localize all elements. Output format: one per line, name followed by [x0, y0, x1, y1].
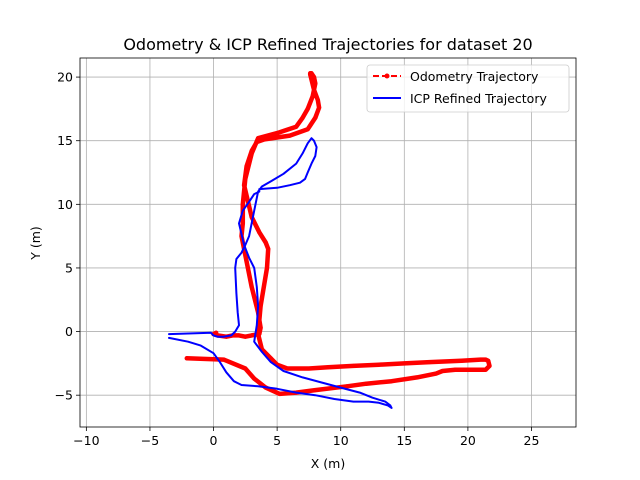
odometry-point: [214, 330, 219, 335]
odometry-point: [376, 362, 381, 367]
y-tick-label: 5: [65, 260, 73, 275]
odometry-point: [275, 131, 280, 136]
odometry-point: [440, 369, 445, 374]
chart-title: Odometry & ICP Refined Trajectories for …: [123, 35, 532, 54]
y-tick-label: 0: [65, 324, 73, 339]
odometry-point: [257, 230, 262, 235]
odometry-point: [389, 379, 394, 384]
odometry-point: [306, 366, 311, 371]
odometry-point: [254, 139, 259, 144]
odometry-point: [309, 71, 314, 76]
x-tick-label: 0: [210, 433, 218, 448]
odometry-point: [249, 285, 254, 290]
x-tick-label: 5: [273, 433, 281, 448]
odometry-point: [483, 367, 488, 372]
grid: [80, 58, 576, 427]
legend-box: [366, 64, 570, 113]
odometry-point: [313, 388, 318, 393]
odometry-point: [326, 365, 330, 370]
odometry-point: [309, 77, 314, 82]
x-tick-label: 10: [333, 433, 349, 448]
odometry-point: [312, 75, 317, 80]
odometry-point: [483, 357, 488, 362]
odometry-point: [312, 87, 317, 92]
odometry-point: [402, 361, 407, 366]
odometry-point: [313, 115, 318, 120]
odometry-point: [315, 97, 320, 102]
odometry-point: [287, 133, 292, 138]
odometry-point: [364, 381, 369, 386]
odometry-point: [243, 366, 248, 371]
odometry-point: [427, 360, 432, 365]
x-tick-label: −5: [141, 433, 159, 448]
odometry-point: [345, 384, 350, 389]
odometry-point: [263, 240, 268, 245]
series-icp: [168, 137, 393, 409]
odometry-point: [221, 357, 226, 362]
x-tick-label: 25: [524, 433, 540, 448]
odometry-point: [268, 356, 273, 361]
odometry-point: [242, 183, 247, 188]
plot-series: [168, 71, 492, 409]
odometry-point: [478, 357, 483, 362]
odometry-point: [252, 376, 257, 381]
plot-frame: [79, 57, 577, 428]
odometry-point: [264, 265, 269, 270]
odometry-point: [310, 94, 315, 99]
y-tick-label: 15: [57, 133, 73, 148]
odometry-point: [257, 332, 262, 337]
odometry-point: [434, 371, 439, 376]
odometry-point: [305, 106, 310, 111]
odometry-point: [317, 105, 322, 110]
odometry-point: [459, 358, 464, 363]
odometry-point: [258, 304, 263, 309]
odometry-point: [240, 221, 245, 226]
odometry-point: [453, 367, 458, 372]
odometry-point: [285, 366, 290, 371]
odometry-point: [184, 356, 189, 361]
odometry-point: [256, 136, 261, 141]
legend: Odometry Trajectory ICP Refined Trajecto…: [366, 64, 570, 113]
y-tick-label: 20: [57, 70, 73, 85]
x-tick-label: 20: [460, 433, 476, 448]
odometry-point: [294, 124, 299, 129]
x-tick-label: −10: [73, 433, 99, 448]
legend-label-odometry: Odometry Trajectory: [410, 69, 539, 84]
odometry-point: [487, 363, 492, 368]
odometry-point: [258, 325, 263, 330]
odometry-point: [249, 151, 254, 156]
x-axis-label: X (m): [311, 456, 345, 471]
odometry-point: [244, 164, 249, 169]
odometry-point: [351, 363, 356, 368]
icp-trajectory-line: [168, 137, 393, 409]
legend-marker-odometry: [384, 73, 390, 79]
odometry-point: [415, 375, 420, 380]
odometry-point: [244, 259, 249, 264]
odometry-point: [305, 127, 310, 132]
x-tick-label: 15: [396, 433, 412, 448]
odometry-point: [243, 334, 248, 339]
odometry-point: [262, 137, 267, 142]
odometry-point: [277, 391, 282, 396]
axis-ticks: −10 −5 0 5 10 15 20 25 −5 0 5 10 15 20: [55, 70, 540, 448]
odometry-point: [236, 333, 241, 338]
odometry-point: [243, 176, 248, 181]
legend-label-icp: ICP Refined Trajectory: [410, 91, 547, 106]
y-tick-label: −5: [55, 388, 73, 403]
odometry-point: [240, 202, 245, 207]
odometry-point: [313, 81, 318, 86]
odometry-point: [300, 115, 305, 120]
odometry-point: [249, 333, 254, 338]
odometry-point: [266, 246, 271, 251]
y-tick-label: 10: [57, 197, 73, 212]
y-axis-label: Y (m): [28, 226, 43, 261]
